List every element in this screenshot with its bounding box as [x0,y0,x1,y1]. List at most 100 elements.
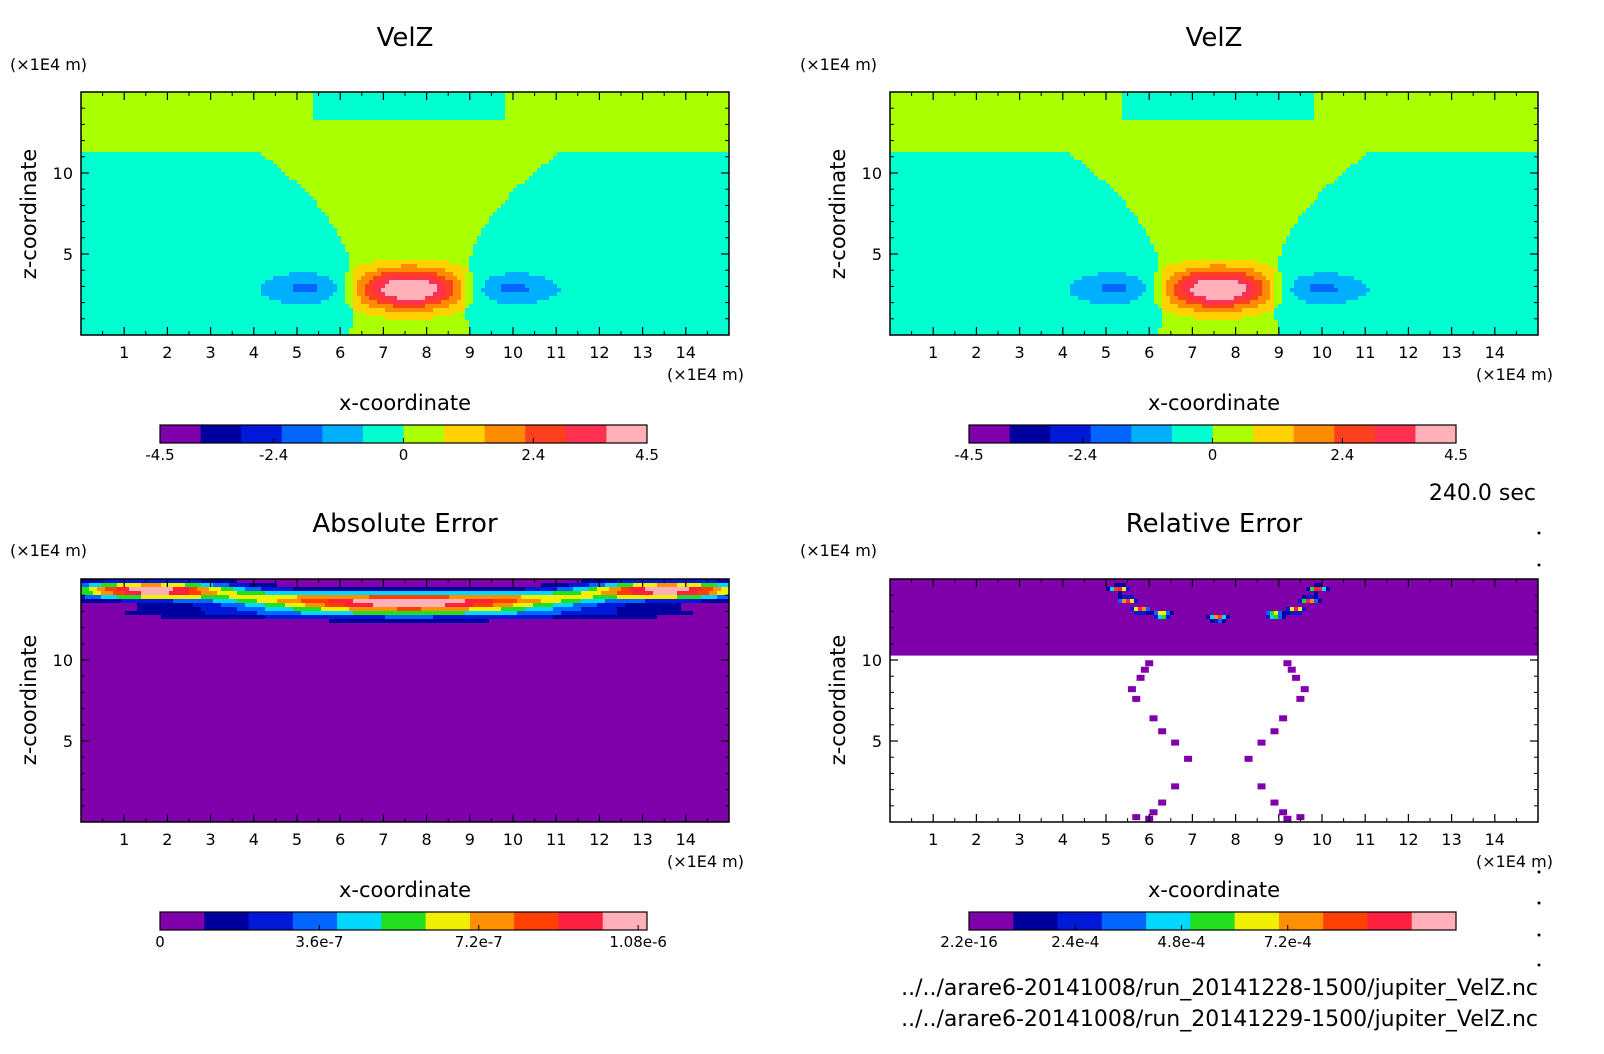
colorbar: -4.5 -2.4 0 2.4 4.5 [954,424,1468,464]
y-tick-label: 10 [53,164,73,183]
x-tick-label: 7 [1187,830,1197,849]
colorbar-tick-label: 7.2e-7 [455,933,503,951]
colorbar-tick-label: 0 [1208,446,1218,464]
error-speck [1184,755,1193,762]
x-tick-label: 2 [162,343,172,362]
error-speck [1300,686,1309,693]
colorbar: -4.5 -2.4 0 2.4 4.5 [145,424,659,464]
x-tick-label: 14 [676,830,696,849]
colorbar-swatch [1374,425,1416,443]
panel-absolute-error: Absolute Error (×1E4 m) 1 2 3 4 5 6 7 8 9 10 11 12 1… [10,509,744,951]
colorbar-swatch [1146,912,1191,930]
error-speck [1296,814,1305,821]
file-path-line: ../../arare6-20141008/run_20141229-1500/… [901,1007,1538,1032]
colorbar-swatch [281,425,323,443]
colorbar-tick-label: 2.4 [1330,446,1354,464]
y-axis-label: z-coordinate [826,149,850,280]
error-speck [1158,728,1167,735]
colorbar-swatch [1101,912,1147,930]
x-tick-label: 11 [546,343,566,362]
colorbar-tick-label: 2.4 [521,446,545,464]
x-tick-label: 1 [119,343,129,362]
x-tick-label: 10 [503,830,523,849]
error-speck [1127,686,1136,693]
x-unit-label: (×1E4 m) [667,365,744,384]
x-tick-label: 12 [589,830,609,849]
colorbar-swatch [425,912,471,930]
error-speck [1292,674,1301,681]
colorbar-swatch [558,912,604,930]
x-tick-label: 10 [1312,830,1332,849]
x-tick-label: 1 [928,343,938,362]
error-speck [1287,666,1296,673]
error-speck [1149,715,1158,722]
colorbar-tick-label: -2.4 [1068,446,1097,464]
colorbar-swatch [248,912,294,930]
x-tick-label: 14 [1485,343,1505,362]
x-tick-label: 11 [1355,830,1375,849]
error-speck [1257,783,1266,790]
error-speck [1132,814,1141,821]
x-tick-label: 8 [422,830,432,849]
x-axis-label: x-coordinate [1148,391,1280,415]
y-tick-label: 5 [63,245,73,264]
time-label: 240.0 sec [1429,481,1536,506]
x-tick-label: 12 [1398,830,1418,849]
y-tick-label: 5 [872,732,882,751]
colorbar-swatch [1293,425,1335,443]
x-tick-label: 13 [1441,830,1461,849]
x-tick-label: 2 [971,343,981,362]
edge-dots [1537,531,1541,967]
panel-title: Absolute Error [312,509,498,539]
x-tick-label: 9 [1274,830,1284,849]
error-speck [1244,755,1253,762]
colorbar-swatch [1057,912,1103,930]
x-tick-label: 6 [335,830,345,849]
panel-relative-error: Relative Error (×1E4 m) 1 2 3 4 5 6 7 8 9 10 11 12 1… [800,509,1553,951]
error-speck [1132,695,1141,702]
colorbar: 0 3.6e-7 7.2e-7 1.08e-6 [155,911,667,951]
colorbar-swatch [969,912,1014,930]
error-speck [1140,666,1149,673]
x-tick-label: 2 [971,830,981,849]
x-tick-label: 2 [162,830,172,849]
error-speck [1283,815,1292,822]
colorbar-swatch [484,425,526,443]
y-tick-label: 5 [63,732,73,751]
x-tick-label: 3 [206,830,216,849]
colorbar-swatch [1323,912,1368,930]
colorbar-tick-label: 4.5 [1444,446,1468,464]
x-axis-label: x-coordinate [339,391,471,415]
colorbar-swatch [606,425,648,443]
x-tick-label: 9 [1274,343,1284,362]
error-speck [1171,739,1180,746]
colorbar-swatch [292,912,338,930]
colorbar-swatch [160,912,205,930]
colorbar-swatch [1009,425,1051,443]
colorbar-tick-label: -2.4 [259,446,288,464]
y-tick-label: 10 [862,164,882,183]
x-tick-label: 12 [589,343,609,362]
x-tick-label: 8 [422,343,432,362]
x-tick-label: 5 [292,343,302,362]
colorbar-tick-label: 0 [399,446,409,464]
colorbar-swatch [1190,912,1236,930]
x-axis-label: x-coordinate [339,878,471,902]
x-tick-label: 6 [1144,830,1154,849]
colorbar-tick-label: -4.5 [145,446,174,464]
colorbar-swatch [160,425,202,443]
y-unit-label: (×1E4 m) [10,55,87,74]
x-tick-label: 9 [465,830,475,849]
error-speck [1279,809,1288,816]
colorbar: 2.2e-16 2.4e-4 4.8e-4 7.2e-4 [940,911,1457,951]
y-axis-label: z-coordinate [17,149,41,280]
colorbar-swatch [514,912,559,930]
colorbar-swatch [969,425,1011,443]
error-speck [1257,739,1266,746]
y-unit-label: (×1E4 m) [800,55,877,74]
colorbar-swatch [1411,912,1457,930]
